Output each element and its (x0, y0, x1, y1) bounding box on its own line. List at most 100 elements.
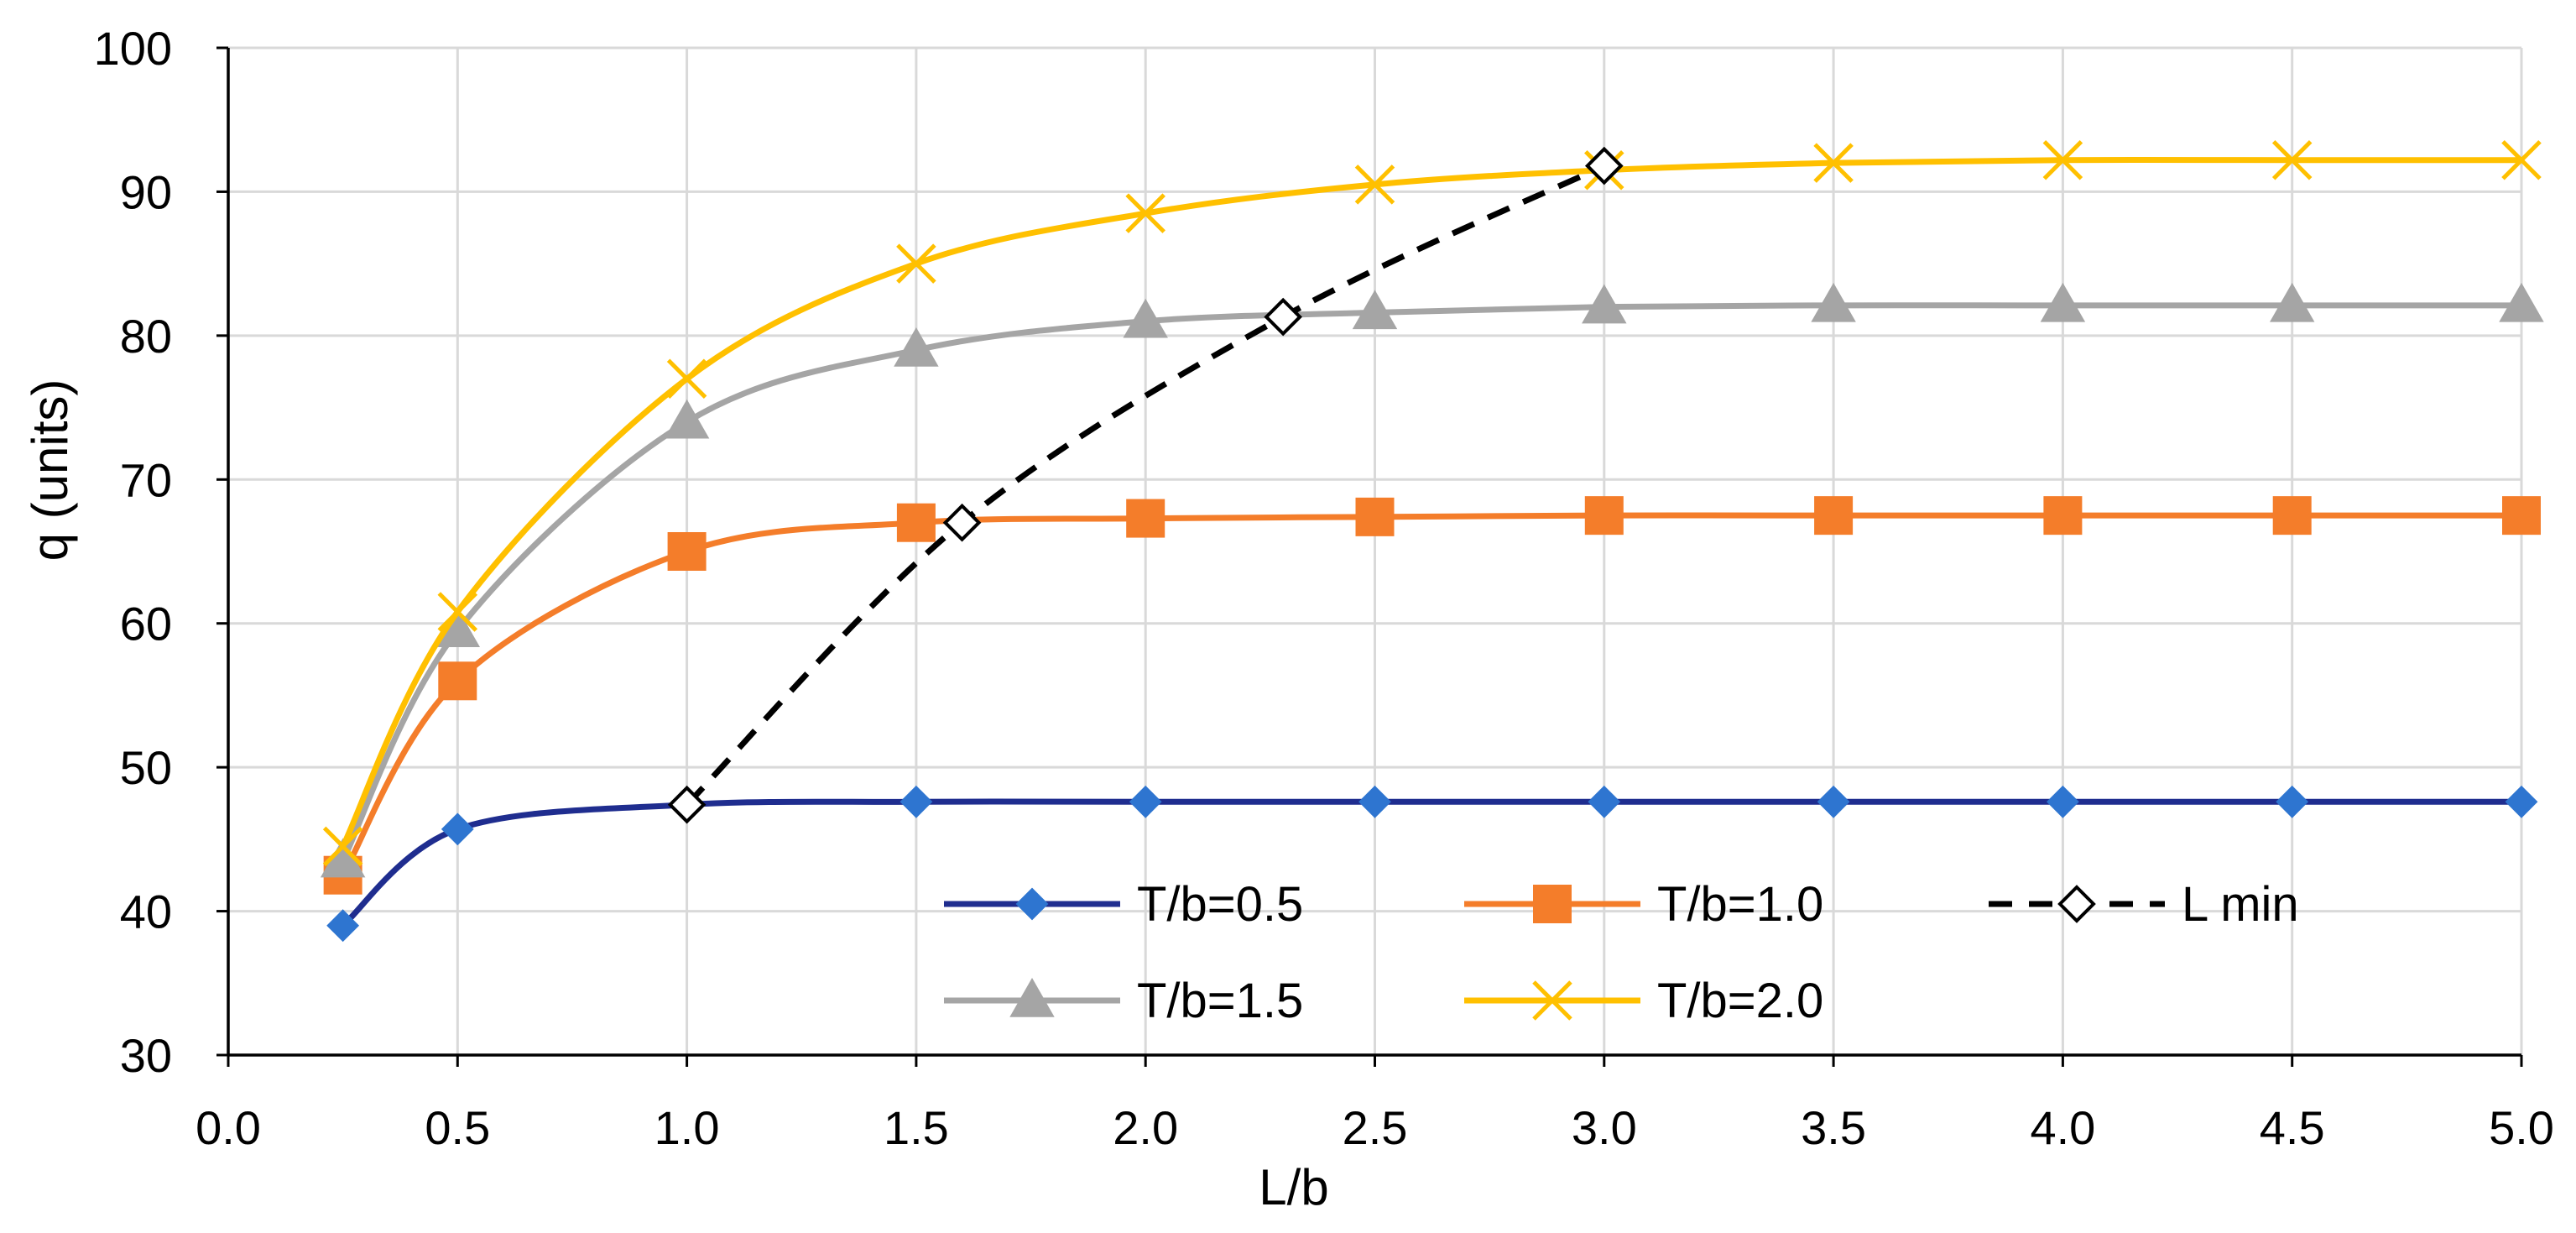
data-point (1125, 193, 1165, 233)
x-tick-label: 4.5 (2260, 1101, 2325, 1154)
y-tick-label: 40 (120, 886, 172, 938)
data-point (438, 661, 477, 701)
data-point (437, 592, 478, 632)
data-point (1354, 165, 1395, 205)
data-point (664, 399, 710, 439)
data-point (1123, 298, 1168, 338)
data-point (1814, 496, 1854, 536)
axes (216, 46, 2523, 1067)
x-tick-label: 2.5 (1343, 1101, 1408, 1154)
y-tick-label: 70 (120, 453, 172, 506)
data-point (1129, 785, 1162, 818)
y-tick-label: 80 (120, 310, 172, 363)
data-point (900, 785, 933, 818)
x-tick-label: 1.0 (654, 1101, 720, 1154)
data-point (1584, 496, 1624, 536)
data-point (894, 327, 939, 367)
data-point (1264, 297, 1303, 337)
data-point (2501, 139, 2542, 180)
data-point (1352, 290, 1398, 330)
x-tick-label: 1.5 (884, 1101, 949, 1154)
data-point (896, 503, 936, 542)
data-point (896, 243, 936, 284)
data-point (1582, 284, 1627, 324)
marker-stroke (2042, 139, 2083, 180)
series-line (340, 302, 2525, 865)
data-point (2271, 139, 2313, 180)
legend-label: T/b=1.0 (1657, 877, 1823, 932)
legend-entry: L min (1989, 877, 2299, 932)
series-line (685, 163, 1606, 807)
tick-labels: 30 40 50 60 70 80 90 100 0.0 0.5 1.0 1.5 2.0 2.5 3.0 3.… (94, 22, 2554, 1154)
series-line (340, 156, 2525, 849)
series-t-b-2-0 (322, 139, 2542, 867)
data-point (2043, 496, 2083, 536)
y-tick-label: 50 (120, 741, 172, 794)
data-point (441, 812, 474, 846)
legend-entry: T/b=1.5 (944, 974, 1303, 1028)
y-tick-label: 30 (120, 1029, 172, 1082)
marker-stroke (1532, 980, 1572, 1021)
legend-marker (1009, 977, 1055, 1017)
legend-marker (1015, 887, 1049, 921)
marker-stroke (437, 592, 478, 632)
data-series (320, 139, 2544, 943)
data-point (667, 785, 707, 824)
legend-label: T/b=0.5 (1137, 877, 1303, 932)
x-tick-label: 2.0 (1113, 1101, 1178, 1154)
legend-label: T/b=1.5 (1137, 974, 1303, 1028)
legend: T/b=0.5 T/b=1.0 L min T/b=1.5 T/b=2.0 (944, 877, 2299, 1028)
marker-stroke (322, 826, 363, 867)
y-tick-label: 100 (94, 22, 172, 75)
data-point (1355, 497, 1395, 536)
legend-entry: T/b=0.5 (944, 877, 1303, 932)
data-point (322, 826, 363, 867)
data-point (667, 532, 707, 571)
x-tick-label: 5.0 (2489, 1101, 2554, 1154)
data-point (2040, 282, 2086, 322)
marker-stroke (2501, 139, 2542, 180)
x-tick-label: 3.0 (1572, 1101, 1637, 1154)
x-axis-title: L/b (1259, 1159, 1328, 1215)
x-tick-label: 0.0 (196, 1101, 261, 1154)
data-point (1126, 499, 1165, 538)
legend-label: T/b=2.0 (1657, 974, 1823, 1028)
data-point (2505, 785, 2538, 818)
y-tick-label: 60 (120, 598, 172, 650)
legend-entry: T/b=1.0 (1464, 877, 1823, 932)
legend-marker (1533, 885, 1572, 923)
data-point (2046, 785, 2079, 818)
marker-stroke (1125, 193, 1165, 233)
y-tick-label: 90 (120, 165, 172, 218)
data-point (1358, 785, 1391, 818)
data-point (666, 358, 707, 400)
series-t-b-1-5 (320, 282, 2544, 878)
legend-label: L min (2182, 877, 2299, 932)
data-point (2276, 785, 2309, 818)
legend-marker (1532, 980, 1572, 1021)
marker-stroke (1354, 165, 1395, 205)
data-point (1584, 146, 1624, 185)
data-point (2499, 282, 2544, 322)
x-tick-label: 0.5 (425, 1101, 490, 1154)
data-point (942, 503, 982, 542)
y-axis-title: q (units) (22, 379, 78, 562)
data-point (1811, 282, 1856, 322)
marker-stroke (896, 243, 936, 284)
data-point (326, 909, 360, 943)
marker-stroke (2271, 139, 2313, 180)
series-l-min (667, 146, 1624, 824)
data-point (1817, 785, 1850, 818)
data-point (2042, 139, 2083, 180)
marker-stroke (666, 358, 707, 400)
marker-stroke (1813, 143, 1854, 183)
data-point (2502, 496, 2541, 536)
data-point (2272, 496, 2312, 536)
data-point (1588, 785, 1621, 818)
legend-entry: T/b=2.0 (1464, 974, 1823, 1028)
legend-marker (2057, 885, 2096, 923)
x-tick-label: 4.0 (2030, 1101, 2095, 1154)
data-point (1813, 143, 1854, 183)
